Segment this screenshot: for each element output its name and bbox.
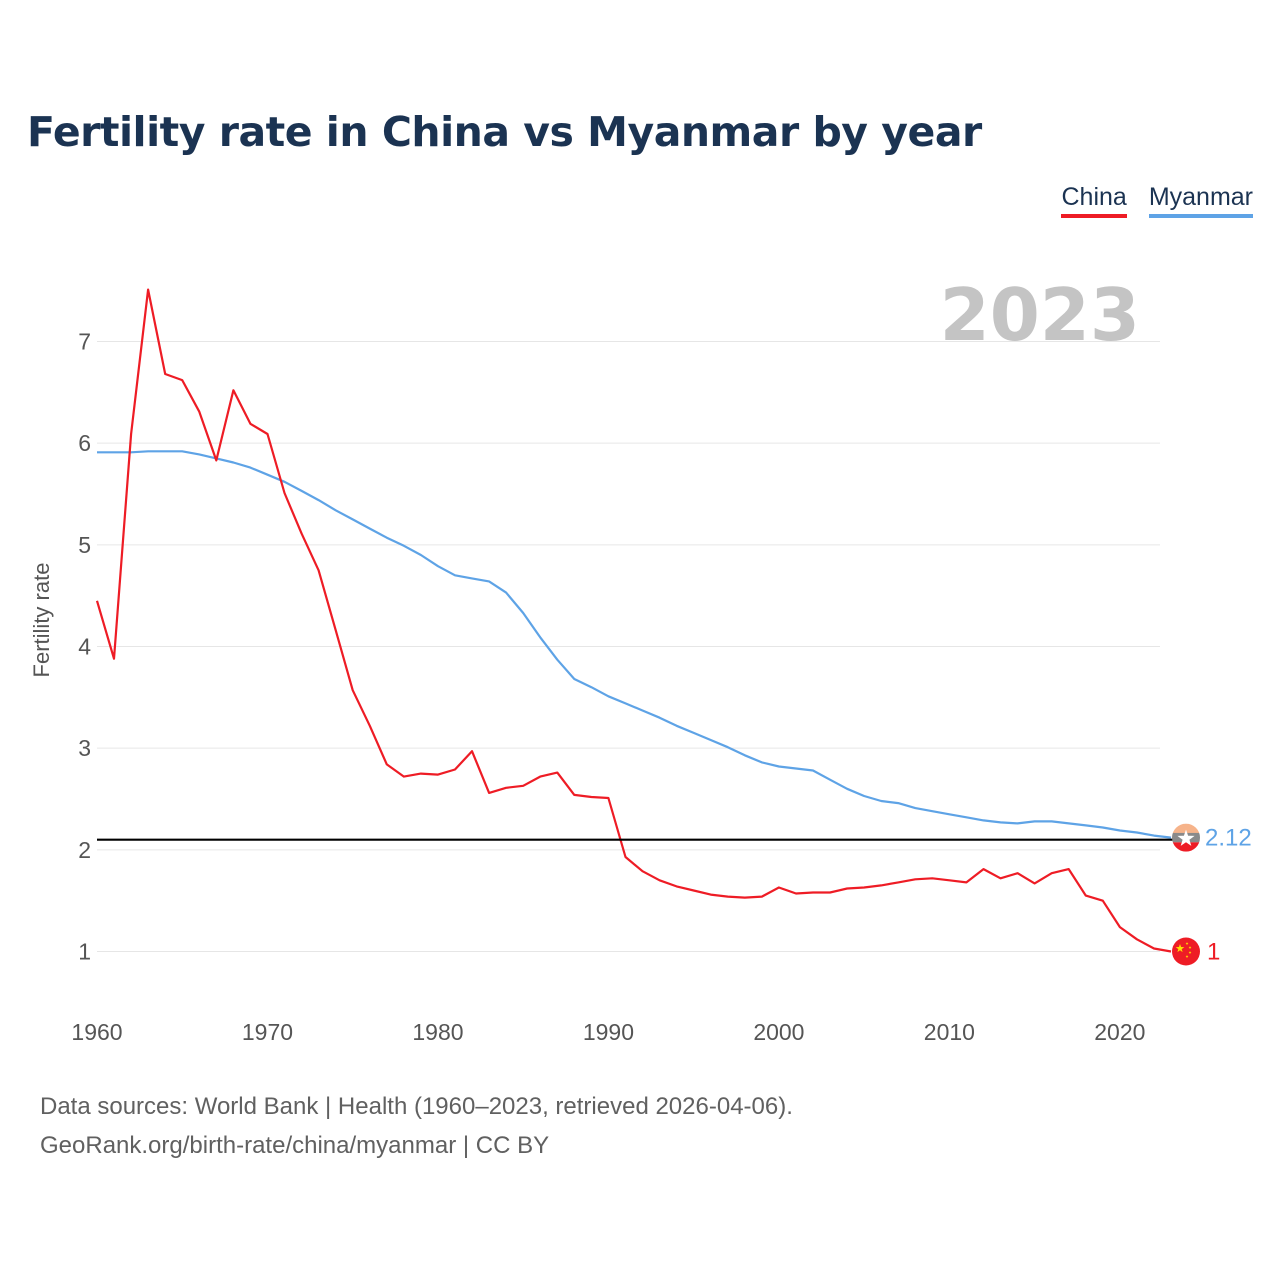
x-tick-label: 2020: [1094, 1019, 1145, 1045]
legend: China Myanmar: [1061, 183, 1253, 218]
x-tick-label: 1960: [71, 1019, 122, 1045]
y-tick-label: 2: [78, 837, 91, 863]
y-tick-label: 7: [78, 329, 91, 355]
x-tick-label: 2010: [924, 1019, 975, 1045]
myanmar-end-label: 2.12: [1205, 825, 1252, 852]
y-tick-label: 3: [78, 735, 91, 761]
myanmar-flag-icon: [1172, 823, 1200, 852]
series-line-china: [95, 288, 1172, 953]
source-note: Data sources: World Bank | Health (1960–…: [40, 1087, 793, 1165]
y-tick-label: 4: [78, 634, 91, 660]
x-tick-label: 1990: [583, 1019, 634, 1045]
x-tick-label: 2000: [753, 1019, 804, 1045]
chart-title: Fertility rate in China vs Myanmar by ye…: [27, 108, 982, 156]
x-tick-label: 1980: [412, 1019, 463, 1045]
y-tick-label: 1: [78, 939, 91, 965]
x-tick-label: 1970: [242, 1019, 293, 1045]
china-flag-icon: [1172, 937, 1200, 966]
current-year-label: 2023: [940, 273, 1140, 357]
y-tick-label: 5: [78, 532, 91, 558]
series-line-myanmar: [97, 450, 1172, 839]
legend-item-myanmar[interactable]: Myanmar: [1148, 183, 1253, 218]
source-line-2[interactable]: GeoRank.org/birth-rate/china/myanmar | C…: [40, 1132, 550, 1159]
china-end-label: 1: [1207, 939, 1220, 966]
source-line-1: Data sources: World Bank | Health (1960–…: [40, 1093, 793, 1120]
y-tick-label: 6: [78, 430, 91, 456]
legend-item-china[interactable]: China: [1061, 183, 1127, 218]
